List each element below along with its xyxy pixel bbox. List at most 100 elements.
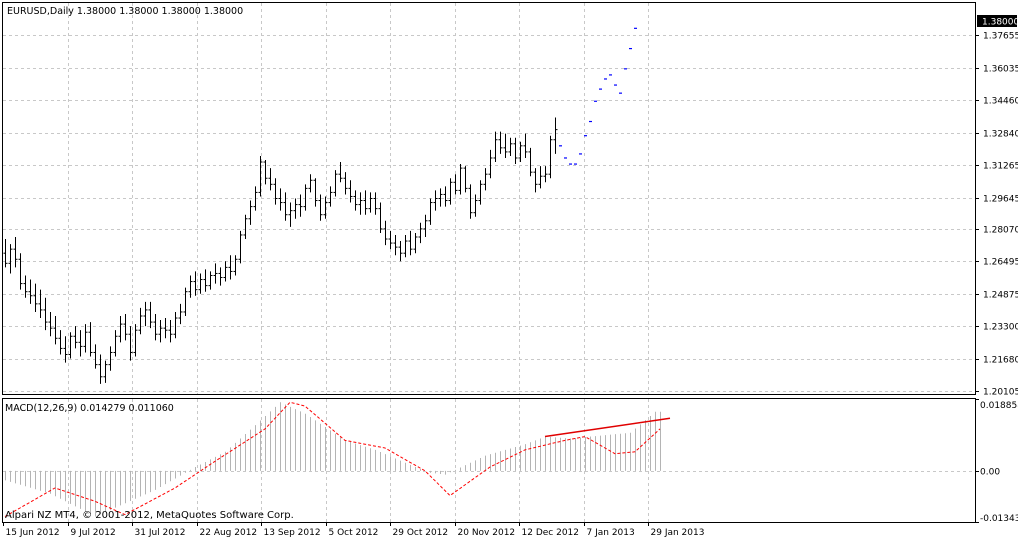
watermark: Alpari NZ MT4, © 2001-2012, MetaQuotes S…: [5, 510, 294, 521]
ohlc-bar: [163, 318, 168, 339]
ohlc-bar: [168, 320, 173, 343]
ohlc-bar: [448, 178, 453, 205]
ohlc-bar: [443, 186, 448, 207]
time-tick-label: 29 Oct 2012: [393, 528, 449, 538]
ohlc-bar: [63, 336, 68, 363]
ohlc-bar: [13, 236, 18, 268]
price-tick-label: 1.20105: [983, 388, 1018, 398]
ohlc-bar: [253, 186, 258, 211]
ohlc-bar: [368, 192, 373, 213]
macd-tick-label: 0.018858: [980, 401, 1018, 411]
ohlc-bar: [318, 194, 323, 221]
ohlc-bar: [458, 164, 463, 195]
ohlc-bar: [363, 190, 368, 215]
ohlc-bar: [143, 301, 148, 327]
ohlc-bar: [218, 267, 223, 286]
ohlc-bar: [238, 230, 243, 264]
ohlc-bar: [138, 307, 143, 335]
ohlc-bar: [133, 324, 138, 357]
ohlc-bar: [418, 222, 423, 244]
ohlc-bar: [518, 141, 523, 163]
ohlc-bar: [223, 261, 228, 282]
ohlc-bar: [193, 271, 198, 296]
price-tick-label: 1.23300: [983, 323, 1018, 333]
ohlc-bar: [538, 166, 543, 189]
ohlc-bar: [398, 241, 403, 262]
ohlc-bar: [393, 234, 398, 256]
ohlc-bar: [43, 297, 48, 331]
ohlc-bar: [8, 244, 13, 274]
price-tick-label: 1.34460: [983, 97, 1018, 107]
main-chart-title: EURUSD,Daily 1.38000 1.38000 1.38000 1.3…: [7, 6, 243, 17]
ohlc-bar: [53, 316, 58, 345]
ohlc-bar: [548, 135, 553, 179]
ohlc-bar: [313, 178, 318, 207]
ohlc-bar: [343, 172, 348, 195]
ohlc-bar: [158, 320, 163, 343]
price-tick-label: 1.32840: [983, 130, 1018, 140]
ohlc-bar: [123, 313, 128, 341]
ohlc-bar: [463, 166, 468, 193]
forecast-marks: [559, 27, 637, 165]
ohlc-bar: [3, 239, 8, 268]
price-tick-label: 1.29645: [983, 195, 1018, 205]
ohlc-bar: [543, 166, 548, 183]
ohlc-bar: [103, 360, 108, 383]
price-tick-label: 1.26495: [983, 258, 1018, 268]
current-price-label: 1.38000: [982, 18, 1018, 28]
ohlc-bar: [258, 155, 263, 197]
ohlc-bar: [298, 194, 303, 217]
ohlc-bar: [433, 190, 438, 211]
ohlc-bar: [358, 192, 363, 215]
current-price-tag: [977, 15, 1017, 27]
ohlc-bar: [553, 117, 558, 154]
time-tick-label: 12 Dec 2012: [522, 528, 580, 538]
macd-indicator: [4, 401, 671, 517]
ohlc-bar: [188, 275, 193, 298]
ohlc-bar: [38, 289, 43, 319]
ohlc-bar: [493, 131, 498, 163]
ohlc-bar: [508, 137, 513, 156]
price-tick-label: 1.24875: [983, 291, 1018, 301]
time-tick-label: 5 Oct 2012: [329, 528, 379, 538]
time-axis[interactable]: 15 Jun 2012 9 Jul 2012 31 Jul 2012 22 Aug 2…: [3, 522, 705, 538]
ohlc-bar: [28, 279, 33, 304]
ohlc-bar: [48, 311, 53, 337]
ohlc-bar: [513, 137, 518, 165]
ohlc-bar: [333, 170, 338, 197]
ohlc-bar: [93, 344, 98, 369]
ohlc-bar: [453, 174, 458, 195]
macd-tick-label: -0.013432: [980, 514, 1018, 524]
ohlc-bar: [203, 269, 208, 292]
ohlc-bar: [338, 162, 343, 183]
ohlc-bar: [323, 196, 328, 219]
ohlc-bar: [208, 271, 213, 290]
ohlc-bar: [528, 147, 533, 177]
ohlc-bar: [483, 168, 488, 191]
ohlc-bar: [488, 149, 493, 179]
macd-axis[interactable]: 0.018858 0.00 -0.013432: [975, 399, 1018, 525]
ohlc-bar: [68, 332, 73, 359]
ohlc-bar: [388, 230, 393, 250]
ohlc-bar: [373, 192, 378, 215]
price-axis[interactable]: 1.37655 1.36035 1.34460 1.32840 1.31265 1.296…: [975, 32, 1018, 398]
ohlc-bar: [173, 311, 178, 339]
ohlc-bar: [83, 324, 88, 353]
ohlc-bar: [113, 330, 118, 357]
ohlc-bar: [78, 330, 83, 357]
macd-trendline[interactable]: [544, 417, 671, 438]
time-tick-label: 22 Aug 2012: [200, 528, 258, 538]
time-tick-label: 9 Jul 2012: [71, 528, 116, 538]
price-tick-label: 1.31265: [983, 162, 1018, 172]
ohlc-bar: [408, 230, 413, 256]
ohlc-bar: [273, 178, 278, 205]
macd-panel-frame: [2, 398, 976, 523]
price-tick-label: 1.21680: [983, 356, 1018, 366]
time-tick-label: 20 Nov 2012: [458, 528, 516, 538]
ohlc-bar: [533, 168, 538, 193]
ohlc-bar: [183, 287, 188, 317]
ohlc-bar: [468, 184, 473, 219]
